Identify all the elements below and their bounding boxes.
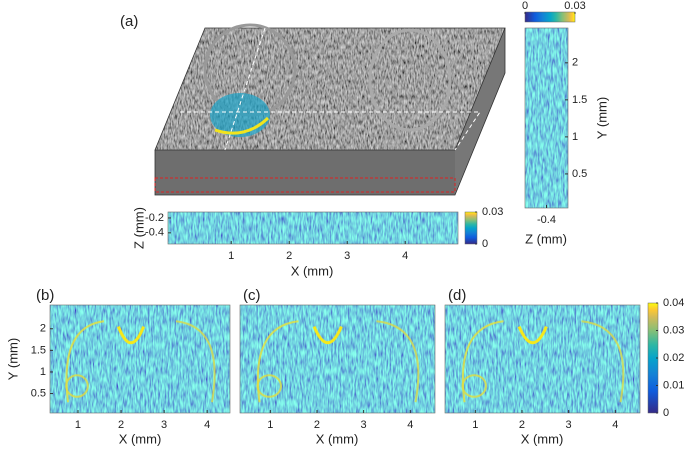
volume-side (455, 28, 505, 195)
panel-label: (d) (448, 287, 466, 304)
x-axis-label: X (mm) (291, 263, 334, 278)
colorbar-tick-label: 0 (482, 238, 488, 250)
x-tick-label: 3 (344, 250, 350, 262)
x-tick-label: 4 (402, 250, 408, 262)
x-axis-label: X (mm) (316, 431, 359, 446)
volume-feature (368, 28, 452, 132)
heatmap-image (168, 212, 458, 244)
axes-box (49, 304, 231, 414)
y-tick-label: 1 (40, 366, 46, 378)
x-axis-label: X (mm) (119, 431, 162, 446)
panel-label: (c) (243, 287, 261, 304)
y-axis-label: Y (mm) (594, 97, 609, 139)
colorbar-tick-label: 0 (522, 0, 528, 12)
y-tick-label: 1.5 (572, 94, 587, 106)
heatmap-image (445, 305, 640, 413)
x-tick-label: 2 (314, 419, 320, 431)
panel-label: (b) (36, 287, 54, 304)
x-tick-label: 2 (286, 250, 292, 262)
y-tick-label: 0.5 (31, 387, 46, 399)
x-tick-label: 4 (407, 419, 413, 431)
colorbar-tick-label: 0 (663, 407, 669, 419)
x-tick-label: 3 (361, 419, 367, 431)
colorbar-tick-label: 0.02 (663, 352, 684, 364)
y-tick-label: -0.2 (145, 212, 164, 224)
y-axis-label: Y (mm) (5, 338, 20, 380)
x-tick-label: 2 (118, 419, 124, 431)
image-feature (376, 320, 420, 403)
axes-box (444, 304, 641, 414)
x-axis-label: X (mm) (521, 431, 564, 446)
volume-front (155, 150, 455, 195)
y-tick-label: 1 (572, 131, 578, 143)
x-tick-label: -0.4 (537, 214, 556, 226)
x-tick-label: 1 (267, 419, 273, 431)
y-axis-label: Z (mm) (131, 207, 146, 249)
colorbar (464, 211, 478, 245)
colorbar-tick-label: 0.03 (482, 206, 503, 218)
volume-top (155, 28, 505, 150)
colorbar-tick-label: 0.04 (663, 297, 684, 309)
heatmap-image (240, 305, 435, 413)
colorbar-tick-label: 0.03 (564, 0, 585, 12)
y-tick-label: 2 (40, 323, 46, 335)
image-feature (461, 374, 487, 398)
image-feature (117, 326, 145, 345)
axes-box (167, 211, 459, 245)
axes-box (239, 304, 436, 414)
volume-overlay (214, 116, 270, 135)
panel-label: (a) (120, 13, 138, 30)
volume-render (154, 23, 506, 196)
y-tick-label: -0.4 (145, 227, 164, 239)
x-tick-label: 3 (161, 419, 167, 431)
heatmap-image (50, 305, 230, 413)
y-tick-label: 2 (572, 57, 578, 69)
x-axis-label: Z (mm) (525, 231, 567, 246)
image-feature (65, 374, 89, 398)
image-feature (581, 320, 625, 403)
heatmap-image (525, 28, 568, 208)
image-feature (312, 326, 343, 345)
image-feature (256, 374, 282, 398)
image-feature (175, 320, 216, 403)
colorbar-tick-label: 0.03 (663, 324, 684, 336)
x-tick-label: 4 (204, 419, 210, 431)
colorbar (524, 11, 576, 23)
x-tick-label: 4 (612, 419, 618, 431)
y-tick-label: 1.5 (31, 344, 46, 356)
x-tick-label: 3 (566, 419, 572, 431)
slice-line (224, 27, 266, 151)
x-tick-label: 1 (472, 419, 478, 431)
slice-marker (154, 177, 456, 193)
x-tick-label: 2 (519, 419, 525, 431)
x-tick-label: 1 (228, 250, 234, 262)
image-feature (517, 326, 548, 345)
y-tick-label: 0.5 (572, 168, 587, 180)
colorbar-tick-label: 0.01 (663, 379, 684, 391)
slice-line (180, 111, 481, 151)
x-tick-label: 1 (75, 419, 81, 431)
